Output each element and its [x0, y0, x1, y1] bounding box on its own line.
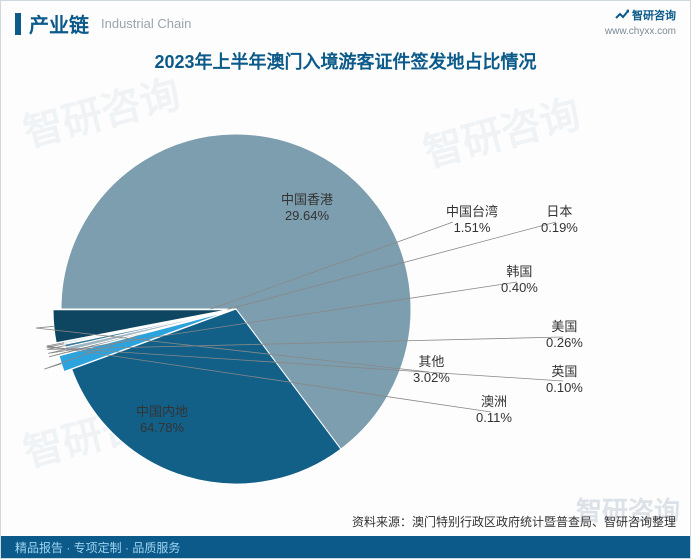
pie-slice-label: 中国内地64.78%	[136, 404, 188, 437]
brand-url: www.chyxx.com	[605, 26, 676, 37]
pie-slice-label: 英国0.10%	[546, 364, 583, 397]
pie-chart-area: 中国内地64.78% 中国香港29.64% 中国台湾1.51% 日本0.19%韩国0.…	[1, 74, 690, 504]
footer-bar: 精品报告 · 专项定制 · 品质服务	[1, 536, 690, 558]
pie-slice-label: 中国香港29.64%	[281, 192, 333, 225]
pie-slice-label: 美国0.26%	[546, 319, 583, 352]
brand-name: 智研咨询	[632, 10, 676, 22]
chart-title: 2023年上半年澳门入境游客证件签发地占比情况	[1, 48, 690, 74]
pie-slice-label: 日本0.19%	[541, 204, 578, 237]
header-left: 产业链 Industrial Chain	[15, 9, 191, 38]
header: 产业链 Industrial Chain 智研咨询 www.chyxx.com	[1, 1, 690, 42]
header-title-en: Industrial Chain	[101, 16, 191, 31]
pie-slice-label: 澳洲0.11%	[476, 394, 512, 427]
brand-logo-icon	[615, 9, 629, 23]
pie-slice-label: 中国台湾1.51%	[446, 204, 498, 237]
pie-slice-label: 韩国0.40%	[501, 264, 538, 297]
header-title-cn: 产业链	[29, 9, 89, 38]
pie-slice-label: 其他3.02%	[413, 354, 450, 387]
footer-text: 精品报告 · 专项定制 · 品质服务	[15, 539, 180, 556]
chart-container: 智研咨询 智研咨询 智研咨询 产业链 Industrial Chain 智研咨询…	[0, 0, 691, 559]
header-accent-bar	[15, 13, 21, 35]
source-text: 资料来源：澳门特别行政区政府统计暨普查局、智研咨询整理	[352, 513, 676, 530]
header-brand: 智研咨询 www.chyxx.com	[605, 9, 676, 38]
pie-svg	[1, 74, 691, 504]
